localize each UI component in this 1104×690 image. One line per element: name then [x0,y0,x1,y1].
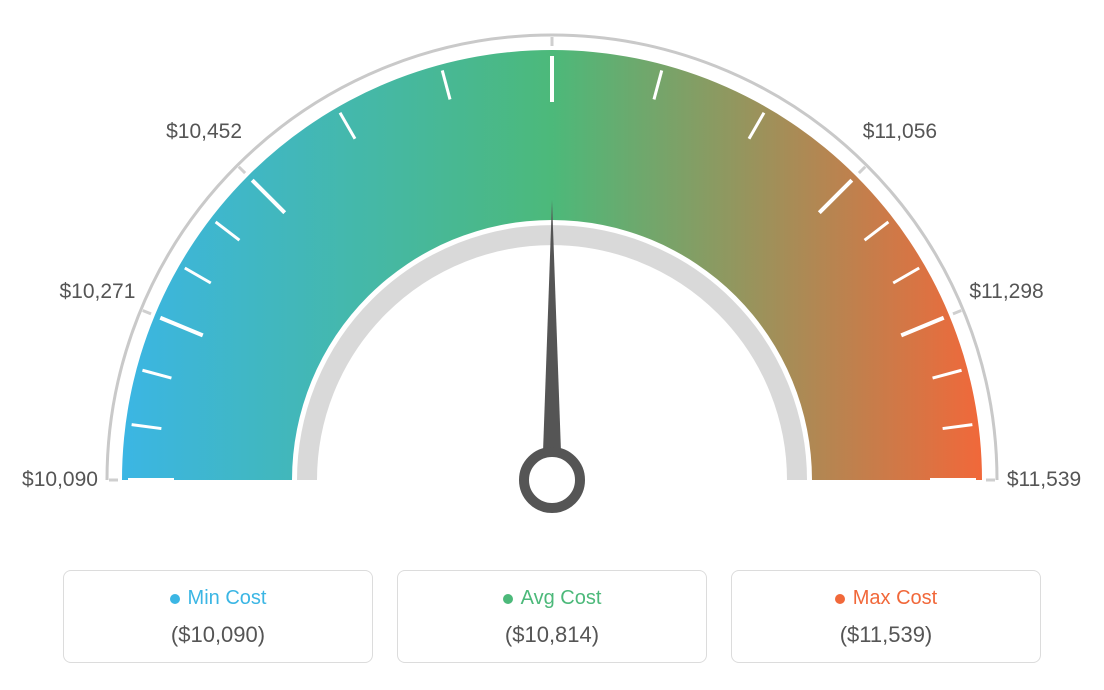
card-label-min: Min Cost [188,587,267,610]
card-max-cost: Max Cost ($11,539) [731,570,1041,663]
card-header-min: Min Cost [74,587,362,610]
gauge-svg [0,0,1104,560]
gauge-tick-label: $11,539 [1007,468,1081,492]
card-header-max: Max Cost [742,587,1030,610]
card-header-avg: Avg Cost [408,587,696,610]
card-avg-cost: Avg Cost ($10,814) [397,570,707,663]
gauge-tick-label: $11,298 [969,280,1043,304]
gauge-tick-label: $10,090 [22,468,98,492]
card-value-min: ($10,090) [74,622,362,648]
gauge-chart: $10,090$10,271$10,452$10,814$11,056$11,2… [0,0,1104,560]
dot-min-icon [170,594,180,604]
card-label-max: Max Cost [853,587,937,610]
dot-avg-icon [503,594,513,604]
card-min-cost: Min Cost ($10,090) [63,570,373,663]
gauge-tick-label: $10,452 [166,120,242,144]
dot-max-icon [835,594,845,604]
gauge-tick-label: $10,271 [59,280,135,304]
card-value-max: ($11,539) [742,622,1030,648]
card-label-avg: Avg Cost [521,587,602,610]
legend-cards: Min Cost ($10,090) Avg Cost ($10,814) Ma… [0,560,1104,663]
card-value-avg: ($10,814) [408,622,696,648]
gauge-tick-label: $11,056 [863,120,937,144]
